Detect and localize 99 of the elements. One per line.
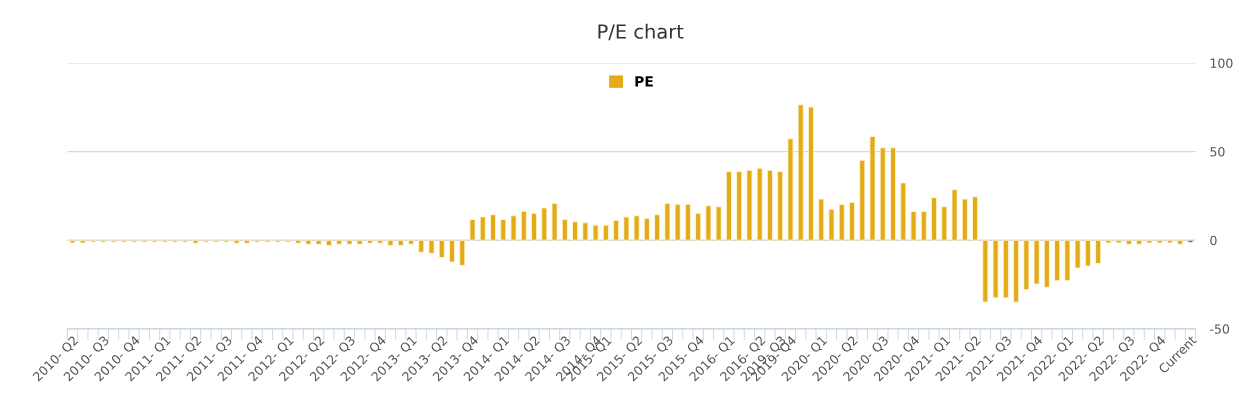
bar [1084, 239, 1091, 267]
bar [1013, 239, 1020, 303]
bar [1115, 239, 1122, 244]
bar [582, 222, 589, 241]
bar [1033, 239, 1040, 285]
bar [79, 239, 86, 244]
bar [879, 147, 886, 241]
bar [725, 171, 732, 241]
bar [592, 224, 599, 241]
bar [356, 239, 363, 245]
bar [305, 239, 312, 245]
bar [1095, 239, 1102, 265]
bar [746, 169, 753, 241]
bar [1146, 239, 1153, 244]
bar [705, 205, 712, 241]
bar [459, 239, 466, 266]
bar [346, 239, 353, 245]
bar [1105, 239, 1112, 244]
bar [1156, 239, 1163, 244]
bar [807, 106, 814, 241]
bar [910, 211, 917, 241]
bar [828, 208, 835, 241]
bar [1002, 239, 1009, 299]
bar [756, 167, 763, 241]
bar [541, 207, 548, 241]
bar [643, 217, 650, 241]
bar [325, 239, 332, 246]
bar [941, 206, 948, 241]
bar [428, 239, 435, 254]
bar [336, 239, 343, 245]
bar [684, 203, 691, 241]
bar [531, 212, 538, 241]
bar [418, 239, 425, 253]
bar [818, 198, 825, 241]
bar [736, 171, 743, 241]
bar [551, 202, 558, 241]
bar [695, 212, 702, 241]
bar [192, 239, 199, 244]
bar [982, 239, 989, 303]
bar [295, 239, 302, 244]
bar [1187, 239, 1194, 243]
bar [777, 171, 784, 241]
bar [787, 138, 794, 241]
bar [859, 159, 866, 241]
bar [797, 104, 804, 241]
bar [1074, 239, 1081, 269]
bar [479, 216, 486, 241]
bar [992, 239, 999, 299]
bar [951, 189, 958, 241]
bar [961, 198, 968, 241]
bar [838, 203, 845, 241]
chart-title: P/E chart [598, 23, 684, 41]
bar [1043, 239, 1050, 288]
bar [715, 206, 722, 241]
bar [654, 214, 661, 241]
bar [900, 182, 907, 241]
bar [920, 211, 927, 241]
bar [1166, 239, 1173, 244]
bar [490, 214, 497, 241]
bar [602, 224, 609, 241]
bar [674, 203, 681, 241]
bar [1125, 239, 1132, 245]
bar [1177, 239, 1184, 245]
bar [387, 239, 394, 246]
bar [500, 219, 507, 241]
bar [1054, 239, 1061, 282]
bar [572, 221, 579, 241]
bar [561, 219, 568, 241]
bar [633, 215, 640, 241]
y-tick-label: -50 [1210, 324, 1230, 334]
bar [233, 239, 240, 244]
bar [931, 197, 938, 241]
legend-label: PE [635, 76, 653, 87]
bar [315, 239, 322, 245]
bar [623, 216, 630, 241]
bar [397, 239, 404, 246]
bar [377, 239, 384, 244]
bar [469, 219, 476, 241]
bar [407, 239, 414, 245]
bar [69, 239, 76, 244]
bar [1023, 239, 1030, 291]
bar [849, 202, 855, 241]
bar [510, 215, 517, 241]
bar [972, 196, 979, 241]
y-tick-label: 0 [1210, 235, 1217, 246]
bar [520, 210, 527, 241]
bar [243, 239, 250, 244]
bar [869, 136, 876, 241]
y-tick-label: 50 [1210, 147, 1225, 157]
bar [438, 239, 445, 259]
bar [613, 219, 620, 241]
bar [1136, 239, 1143, 245]
bar [449, 239, 455, 263]
bar [664, 202, 671, 241]
bar [890, 147, 897, 241]
bar [366, 239, 373, 244]
y-tick-label: 100 [1210, 58, 1233, 68]
bar [766, 169, 773, 241]
bar [1064, 239, 1071, 282]
